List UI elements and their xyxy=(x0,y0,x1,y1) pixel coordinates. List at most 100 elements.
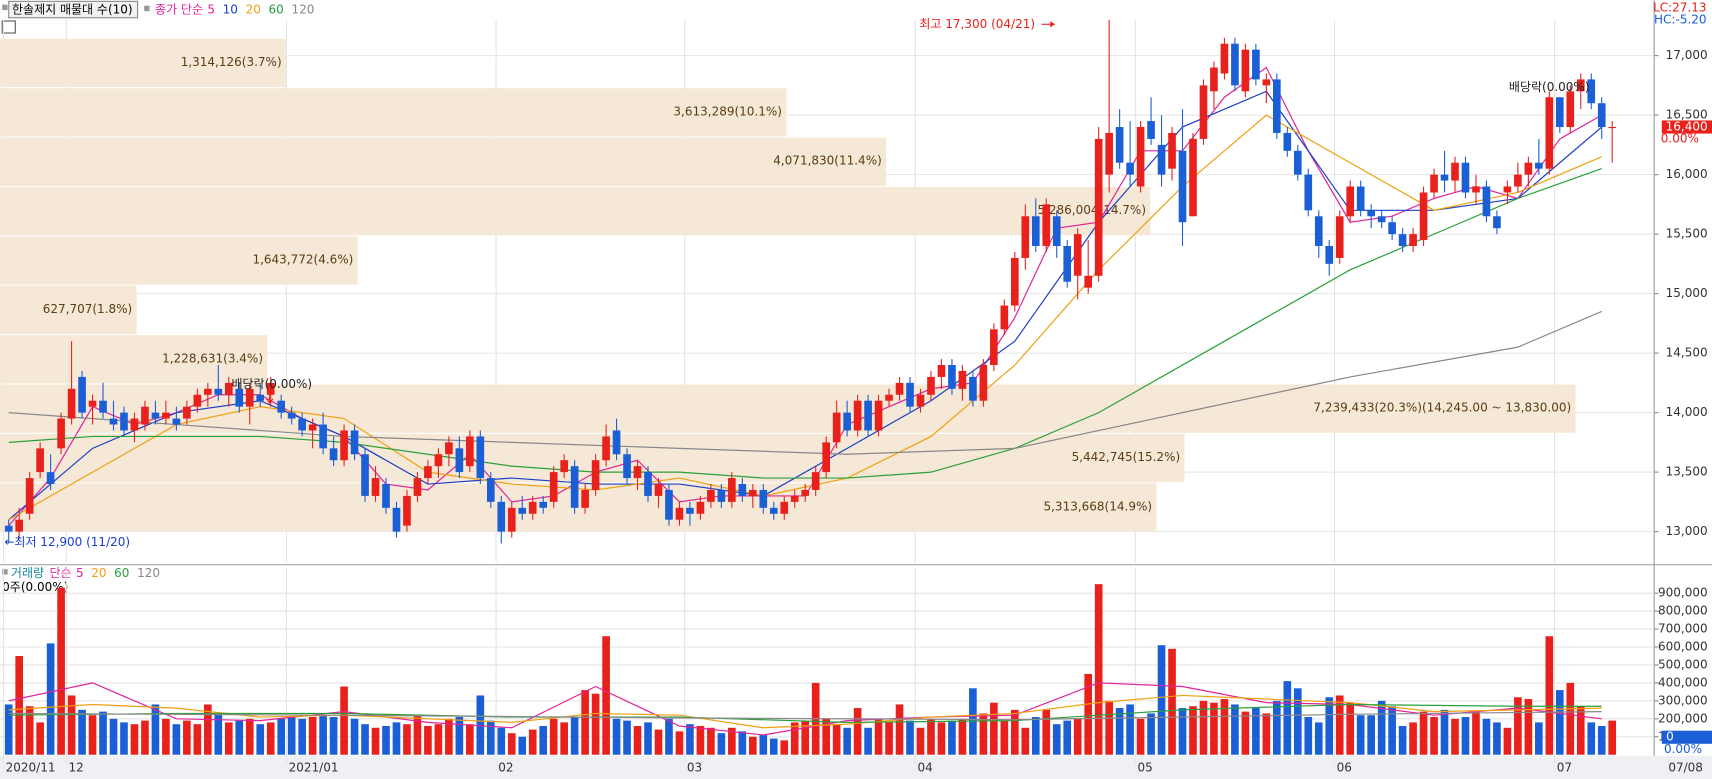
volume-bar xyxy=(675,731,684,755)
candle-body xyxy=(1273,79,1281,133)
volume-bar xyxy=(696,725,705,755)
candle-body xyxy=(1545,97,1554,169)
candle-body xyxy=(1031,216,1040,247)
candle-body xyxy=(1042,204,1051,247)
volume-bar xyxy=(1430,717,1438,755)
ma-line xyxy=(8,90,1603,521)
volume-bar xyxy=(193,724,202,755)
volume-bar xyxy=(424,725,432,755)
legend-label: 10 xyxy=(223,3,238,17)
high-arrow-head xyxy=(1050,21,1055,28)
candle-body xyxy=(1157,144,1166,175)
candle-body xyxy=(1210,67,1218,92)
x-axis-strip xyxy=(0,755,1712,779)
candle-body xyxy=(1566,91,1575,128)
volume-bar xyxy=(1472,711,1480,755)
volume-bar xyxy=(434,724,443,755)
candle-body xyxy=(717,489,726,502)
volume-bar xyxy=(319,715,327,755)
volume-bar xyxy=(665,718,673,755)
volume-bar xyxy=(88,715,97,755)
profile-band xyxy=(0,236,358,285)
volume-bar xyxy=(1493,722,1501,755)
volume-bar xyxy=(57,587,65,755)
candle-body xyxy=(759,489,768,508)
candle-body xyxy=(1314,216,1323,247)
candle-body xyxy=(1168,132,1176,169)
candle-body xyxy=(214,388,223,395)
volume-bar xyxy=(748,736,757,755)
candle-body xyxy=(916,394,925,407)
y-tick-label: 16,500 xyxy=(1666,108,1708,122)
candle-body xyxy=(843,412,851,431)
candle-body xyxy=(1231,43,1239,86)
legend-label: 거래량 xyxy=(11,566,44,580)
candle-body xyxy=(1419,192,1428,241)
volume-bar xyxy=(623,720,631,755)
volume-bar xyxy=(1157,645,1166,755)
volume-bar xyxy=(476,695,485,755)
volume-bar xyxy=(1105,700,1113,755)
low-annotation: ←최저 12,900 (11/20) xyxy=(4,535,130,549)
volume-bar xyxy=(141,720,149,755)
candle-body xyxy=(1335,216,1344,258)
legend-label: 120 xyxy=(291,3,314,17)
volume-bar xyxy=(340,686,348,755)
candle-body xyxy=(1482,186,1491,217)
candle-body xyxy=(1189,138,1197,217)
icon[interactable] xyxy=(1,20,16,34)
volume-bar xyxy=(1388,706,1396,755)
volume-bar xyxy=(769,738,778,755)
volume-bar xyxy=(759,734,768,755)
y-tick-label: 500,000 xyxy=(1658,657,1708,671)
candle-body xyxy=(1493,216,1501,229)
volume-bar xyxy=(361,724,369,755)
dividend-label: 배당락(0.00%) xyxy=(1509,80,1590,94)
volume-bar xyxy=(927,718,935,755)
volume-bar xyxy=(204,704,212,755)
volume-bar xyxy=(1189,706,1197,755)
candle-body xyxy=(183,406,191,419)
volume-bar xyxy=(403,724,411,755)
candle-body xyxy=(277,400,286,413)
volume-bar xyxy=(1063,720,1072,755)
y-tick-label: 15,500 xyxy=(1666,227,1708,241)
candle-body xyxy=(1430,174,1438,193)
profile-label: 1,228,631(3.4%) xyxy=(162,351,263,365)
candle-body xyxy=(57,418,65,449)
candle-body xyxy=(99,400,107,413)
volume-bar xyxy=(1335,695,1344,755)
candle-body xyxy=(476,436,485,479)
volume-bar xyxy=(539,725,548,755)
volume-bar xyxy=(120,722,128,755)
legend-label: 20 xyxy=(246,3,261,17)
candle-body xyxy=(1356,186,1365,211)
volume-bar xyxy=(392,722,401,755)
candle-body xyxy=(853,400,862,431)
candle-body xyxy=(1587,79,1596,104)
icon xyxy=(144,5,150,12)
candle-body xyxy=(895,382,904,395)
volume-ma-line xyxy=(8,694,1602,729)
candle-body xyxy=(822,442,830,473)
candle-body xyxy=(696,501,705,514)
profile-band xyxy=(0,187,1151,236)
candle-body xyxy=(644,472,652,496)
volume-bar xyxy=(1409,722,1417,755)
candle-body xyxy=(340,430,348,461)
candle-body xyxy=(371,478,380,496)
candle-body xyxy=(885,394,893,401)
volume-bar xyxy=(832,724,841,755)
volume-bar xyxy=(172,724,181,755)
last-price-box xyxy=(1661,120,1712,134)
volume-bar xyxy=(801,720,810,755)
profile-band xyxy=(0,137,887,186)
candle-body xyxy=(1388,222,1396,235)
candle-body xyxy=(1063,246,1072,282)
volume-bar xyxy=(36,722,44,755)
candle-body xyxy=(1199,85,1208,139)
candle-body xyxy=(1555,97,1564,128)
candle-body xyxy=(591,460,600,490)
volume-bar xyxy=(990,702,998,755)
